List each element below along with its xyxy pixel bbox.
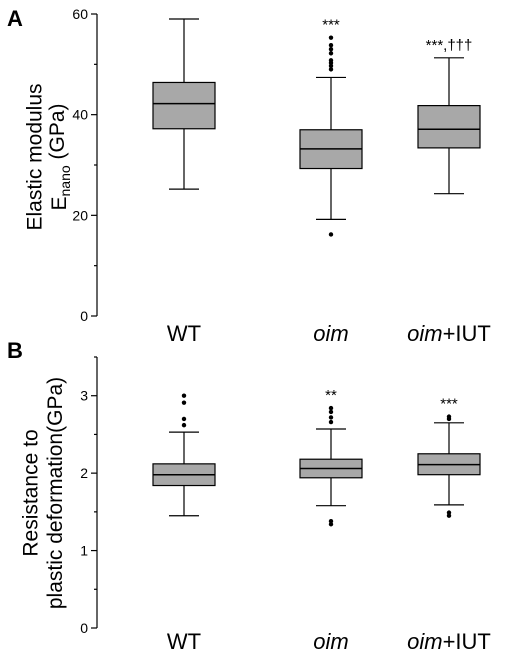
outlier-point — [328, 518, 334, 524]
outlier-point — [328, 58, 334, 63]
panel-letter: B — [7, 338, 23, 363]
y-axis-label: Elastic modulusEnano (GPa) — [24, 83, 73, 230]
x-tick-label: WT — [167, 321, 201, 346]
outlier-point — [446, 414, 452, 419]
y-tick-label: 1 — [80, 543, 88, 559]
outlier-point — [328, 415, 334, 420]
significance-label: *** — [440, 396, 458, 413]
x-tick-label: oim — [313, 321, 348, 346]
panel-b: B 0 1 2 3 Resistance toplastic deformation(GP… — [7, 338, 491, 654]
outlier-point — [181, 416, 187, 422]
outlier-point — [328, 47, 334, 52]
y-tick-label: 20 — [72, 207, 88, 223]
x-tick-label: WT — [167, 629, 201, 654]
y-tick-label: 60 — [72, 6, 88, 22]
y-tick-label: 0 — [80, 620, 88, 636]
outlier-point — [181, 393, 187, 398]
outlier-point — [181, 422, 187, 428]
box-group: *** — [417, 396, 481, 518]
outlier-point — [328, 522, 334, 527]
x-tick-label: oim — [313, 629, 348, 654]
box — [417, 105, 481, 149]
significance-label: *** — [322, 17, 340, 34]
significance-label: ** — [325, 387, 337, 404]
y-axis-label: Resistance toplastic deformation(GPa) — [20, 377, 67, 609]
outlier-point — [328, 63, 334, 69]
box-group — [152, 393, 216, 517]
y-tick-label: 0 — [80, 308, 88, 324]
outlier-point — [446, 510, 452, 515]
y-tick-label: 40 — [72, 107, 88, 123]
outlier-point — [328, 409, 334, 415]
panel-letter: A — [7, 6, 23, 31]
y-tick-label: 2 — [80, 465, 88, 481]
box-group: ***,††† — [417, 37, 481, 195]
outlier-point — [328, 43, 334, 48]
box-group: *** — [299, 17, 363, 237]
outlier-point — [328, 35, 334, 40]
outlier-point — [328, 232, 334, 237]
x-tick-label: oim+IUT — [407, 629, 491, 654]
box — [152, 81, 216, 130]
outlier-point — [328, 419, 334, 425]
outlier-point — [328, 51, 334, 56]
y-tick-label: 3 — [80, 388, 88, 404]
box-group — [152, 18, 216, 190]
panel-a: A 0 20 40 60 Elastic modulusEnano (GPa) *** ***… — [7, 6, 491, 346]
x-tick-label: oim+IUT — [407, 321, 491, 346]
box-group: ** — [299, 387, 363, 527]
outlier-point — [181, 400, 187, 405]
outlier-point — [446, 513, 452, 518]
outlier-point — [328, 405, 334, 411]
significance-label: ***,††† — [426, 37, 473, 54]
outlier-point — [328, 67, 334, 72]
